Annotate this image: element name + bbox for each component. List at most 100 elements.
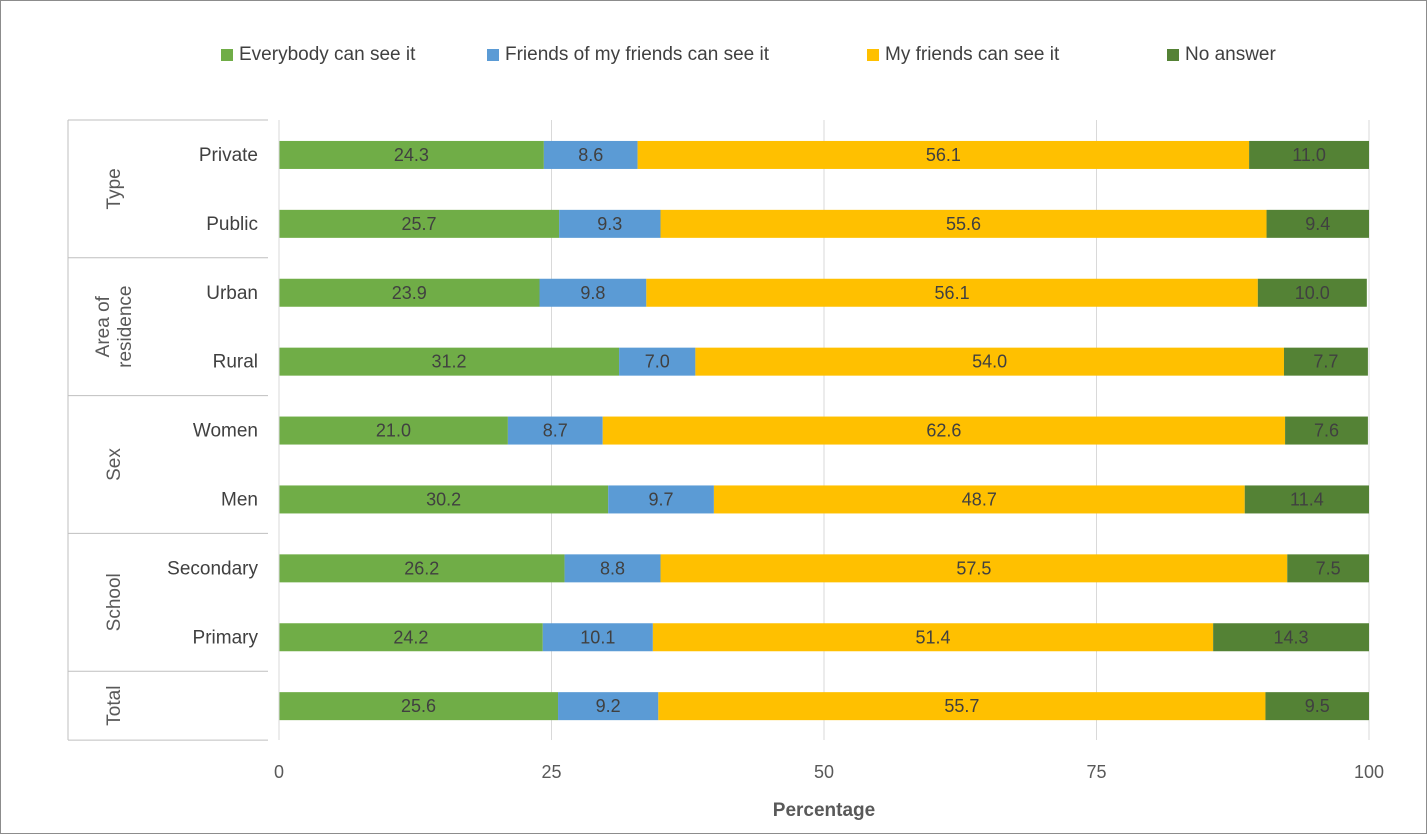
bar-segment bbox=[646, 278, 1258, 307]
bar-segment bbox=[1266, 209, 1369, 238]
data-label: 7.6 bbox=[1314, 421, 1339, 441]
category-label: Urban bbox=[206, 283, 258, 304]
bar-segment bbox=[652, 623, 1214, 652]
data-label: 10.0 bbox=[1295, 283, 1330, 303]
data-label: 9.2 bbox=[596, 696, 621, 716]
data-label: 24.3 bbox=[394, 145, 429, 165]
data-label: 10.1 bbox=[580, 627, 615, 647]
bar-segment bbox=[279, 140, 544, 169]
bar-segment bbox=[658, 692, 1266, 721]
bar-segment bbox=[558, 692, 659, 721]
group-label: Sex bbox=[104, 448, 125, 481]
category-label: Rural bbox=[213, 352, 258, 373]
bar-segment bbox=[1285, 416, 1368, 445]
legend-item-no-answer: No answer bbox=[1167, 44, 1276, 66]
legend-item-my-friends: My friends can see it bbox=[867, 44, 1059, 66]
data-label: 14.3 bbox=[1274, 627, 1309, 647]
data-label: 9.3 bbox=[597, 214, 622, 234]
category-label: Public bbox=[206, 214, 258, 235]
data-label: 11.4 bbox=[1290, 489, 1324, 509]
category-label: Men bbox=[221, 489, 258, 510]
data-label: 51.4 bbox=[915, 627, 950, 647]
data-label: 56.1 bbox=[926, 145, 961, 165]
data-label: 25.6 bbox=[401, 696, 436, 716]
group-label: Total bbox=[104, 686, 125, 726]
bar-segment bbox=[559, 209, 661, 238]
data-label: 11.0 bbox=[1292, 145, 1326, 165]
bar-segment bbox=[1213, 623, 1369, 652]
data-label: 7.7 bbox=[1313, 352, 1338, 372]
data-label: 57.5 bbox=[956, 558, 991, 578]
bar-segment bbox=[279, 278, 540, 307]
data-label: 24.2 bbox=[393, 627, 428, 647]
legend-label-no-answer: No answer bbox=[1185, 44, 1276, 65]
bar-segment bbox=[1244, 485, 1369, 514]
data-label: 55.7 bbox=[944, 696, 979, 716]
data-label: 7.0 bbox=[645, 352, 670, 372]
data-label: 62.6 bbox=[926, 421, 961, 441]
category-label: Secondary bbox=[167, 558, 258, 579]
data-label: 7.5 bbox=[1316, 558, 1341, 578]
group-label: School bbox=[104, 573, 125, 631]
data-label: 21.0 bbox=[376, 421, 411, 441]
bar-segment bbox=[695, 347, 1284, 376]
bar-segment bbox=[279, 416, 508, 445]
data-label: 56.1 bbox=[935, 283, 970, 303]
bar-segment bbox=[542, 623, 653, 652]
group-label: Type bbox=[104, 168, 125, 209]
bar-segment bbox=[507, 416, 603, 445]
bar-segment bbox=[637, 140, 1250, 169]
bar-segment bbox=[608, 485, 714, 514]
data-label: 9.4 bbox=[1305, 214, 1330, 234]
category-label: Women bbox=[193, 421, 258, 442]
bar-segment bbox=[279, 209, 560, 238]
bar-segment bbox=[564, 554, 661, 583]
data-label: 8.6 bbox=[578, 145, 603, 165]
legend-label-friends-of-friends: Friends of my friends can see it bbox=[505, 44, 769, 65]
legend-label-my-friends: My friends can see it bbox=[885, 44, 1060, 65]
data-label: 9.8 bbox=[580, 283, 605, 303]
bar-segment bbox=[1287, 554, 1369, 583]
legend-swatch-no-answer bbox=[1167, 49, 1179, 61]
bar-segment bbox=[279, 485, 609, 514]
data-label: 8.8 bbox=[600, 558, 625, 578]
x-tick-label: 75 bbox=[1086, 762, 1106, 782]
legend: Everybody can see it Friends of my frien… bbox=[0, 44, 1427, 76]
bar-segment bbox=[1265, 692, 1369, 721]
bar-segment bbox=[279, 623, 543, 652]
legend-item-friends-of-friends: Friends of my friends can see it bbox=[487, 44, 769, 66]
legend-swatch-everybody bbox=[221, 49, 233, 61]
bar-segment bbox=[1257, 278, 1367, 307]
bar-segment bbox=[279, 692, 559, 721]
category-label: Private bbox=[199, 145, 258, 166]
bar-segment bbox=[279, 554, 565, 583]
group-label: Area ofresidence bbox=[93, 286, 136, 368]
bar-segment bbox=[660, 209, 1267, 238]
data-label: 9.5 bbox=[1305, 696, 1330, 716]
bar-segment bbox=[279, 347, 620, 376]
legend-swatch-friends-of-friends bbox=[487, 49, 499, 61]
data-label: 48.7 bbox=[962, 489, 997, 509]
data-label: 30.2 bbox=[426, 489, 461, 509]
category-label: Primary bbox=[193, 627, 259, 648]
x-axis-title: Percentage bbox=[773, 800, 875, 821]
x-tick-label: 0 bbox=[274, 762, 284, 782]
bar-segment bbox=[619, 347, 696, 376]
x-tick-label: 25 bbox=[541, 762, 561, 782]
bar-segment bbox=[713, 485, 1245, 514]
bar-segment bbox=[1283, 347, 1368, 376]
bar-segment bbox=[543, 140, 638, 169]
data-label: 9.7 bbox=[649, 489, 674, 509]
data-label: 31.2 bbox=[432, 352, 467, 372]
legend-item-everybody: Everybody can see it bbox=[221, 44, 415, 66]
x-tick-label: 50 bbox=[814, 762, 834, 782]
legend-label-everybody: Everybody can see it bbox=[239, 44, 416, 65]
data-label: 55.6 bbox=[946, 214, 981, 234]
data-label: 23.9 bbox=[392, 283, 427, 303]
bar-segment bbox=[602, 416, 1286, 445]
bar-segment bbox=[539, 278, 647, 307]
bar-segment bbox=[1249, 140, 1369, 169]
data-label: 26.2 bbox=[404, 558, 439, 578]
data-label: 54.0 bbox=[972, 352, 1007, 372]
